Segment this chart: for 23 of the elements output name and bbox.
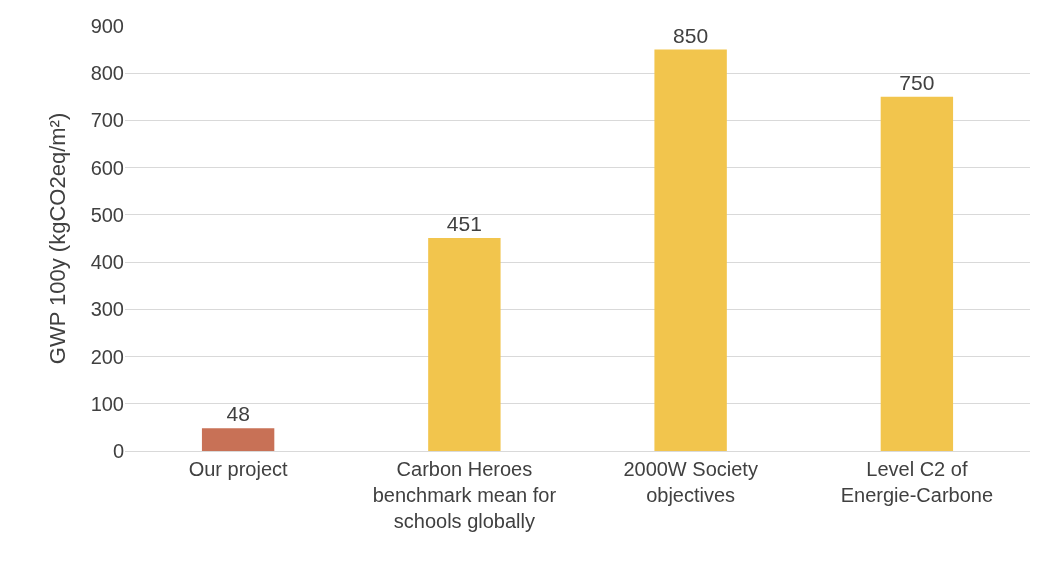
x-tick-label: 2000W Society objectives bbox=[623, 458, 758, 506]
data-label: 451 bbox=[446, 212, 482, 236]
bar bbox=[654, 49, 727, 451]
y-tick-label: 400 bbox=[90, 251, 124, 274]
data-label: 750 bbox=[899, 70, 935, 94]
y-axis-title: GWP 100y (kgCO2eq/m²) bbox=[45, 112, 71, 365]
y-tick-label: 900 bbox=[90, 15, 124, 37]
x-tick-label: Our project bbox=[188, 458, 289, 480]
y-tick-label: 100 bbox=[90, 392, 124, 415]
y-tick-label: 200 bbox=[90, 345, 124, 368]
y-tick-label: 700 bbox=[90, 109, 124, 132]
bar bbox=[428, 238, 501, 451]
x-tick-label: Level C2 of Energie-Carbone bbox=[840, 458, 994, 506]
data-label: 850 bbox=[673, 23, 709, 47]
data-label: 48 bbox=[226, 402, 250, 426]
bar bbox=[201, 428, 275, 451]
x-tick-label: Carbon Heroes benchmark mean for schools globally bbox=[372, 458, 557, 532]
y-tick-label: 0 bbox=[112, 440, 124, 462]
y-tick-label: 800 bbox=[90, 62, 124, 85]
bar bbox=[880, 96, 954, 451]
y-tick-label: 600 bbox=[90, 156, 124, 179]
y-tick-label: 300 bbox=[90, 298, 124, 321]
y-tick-label: 500 bbox=[90, 203, 124, 226]
